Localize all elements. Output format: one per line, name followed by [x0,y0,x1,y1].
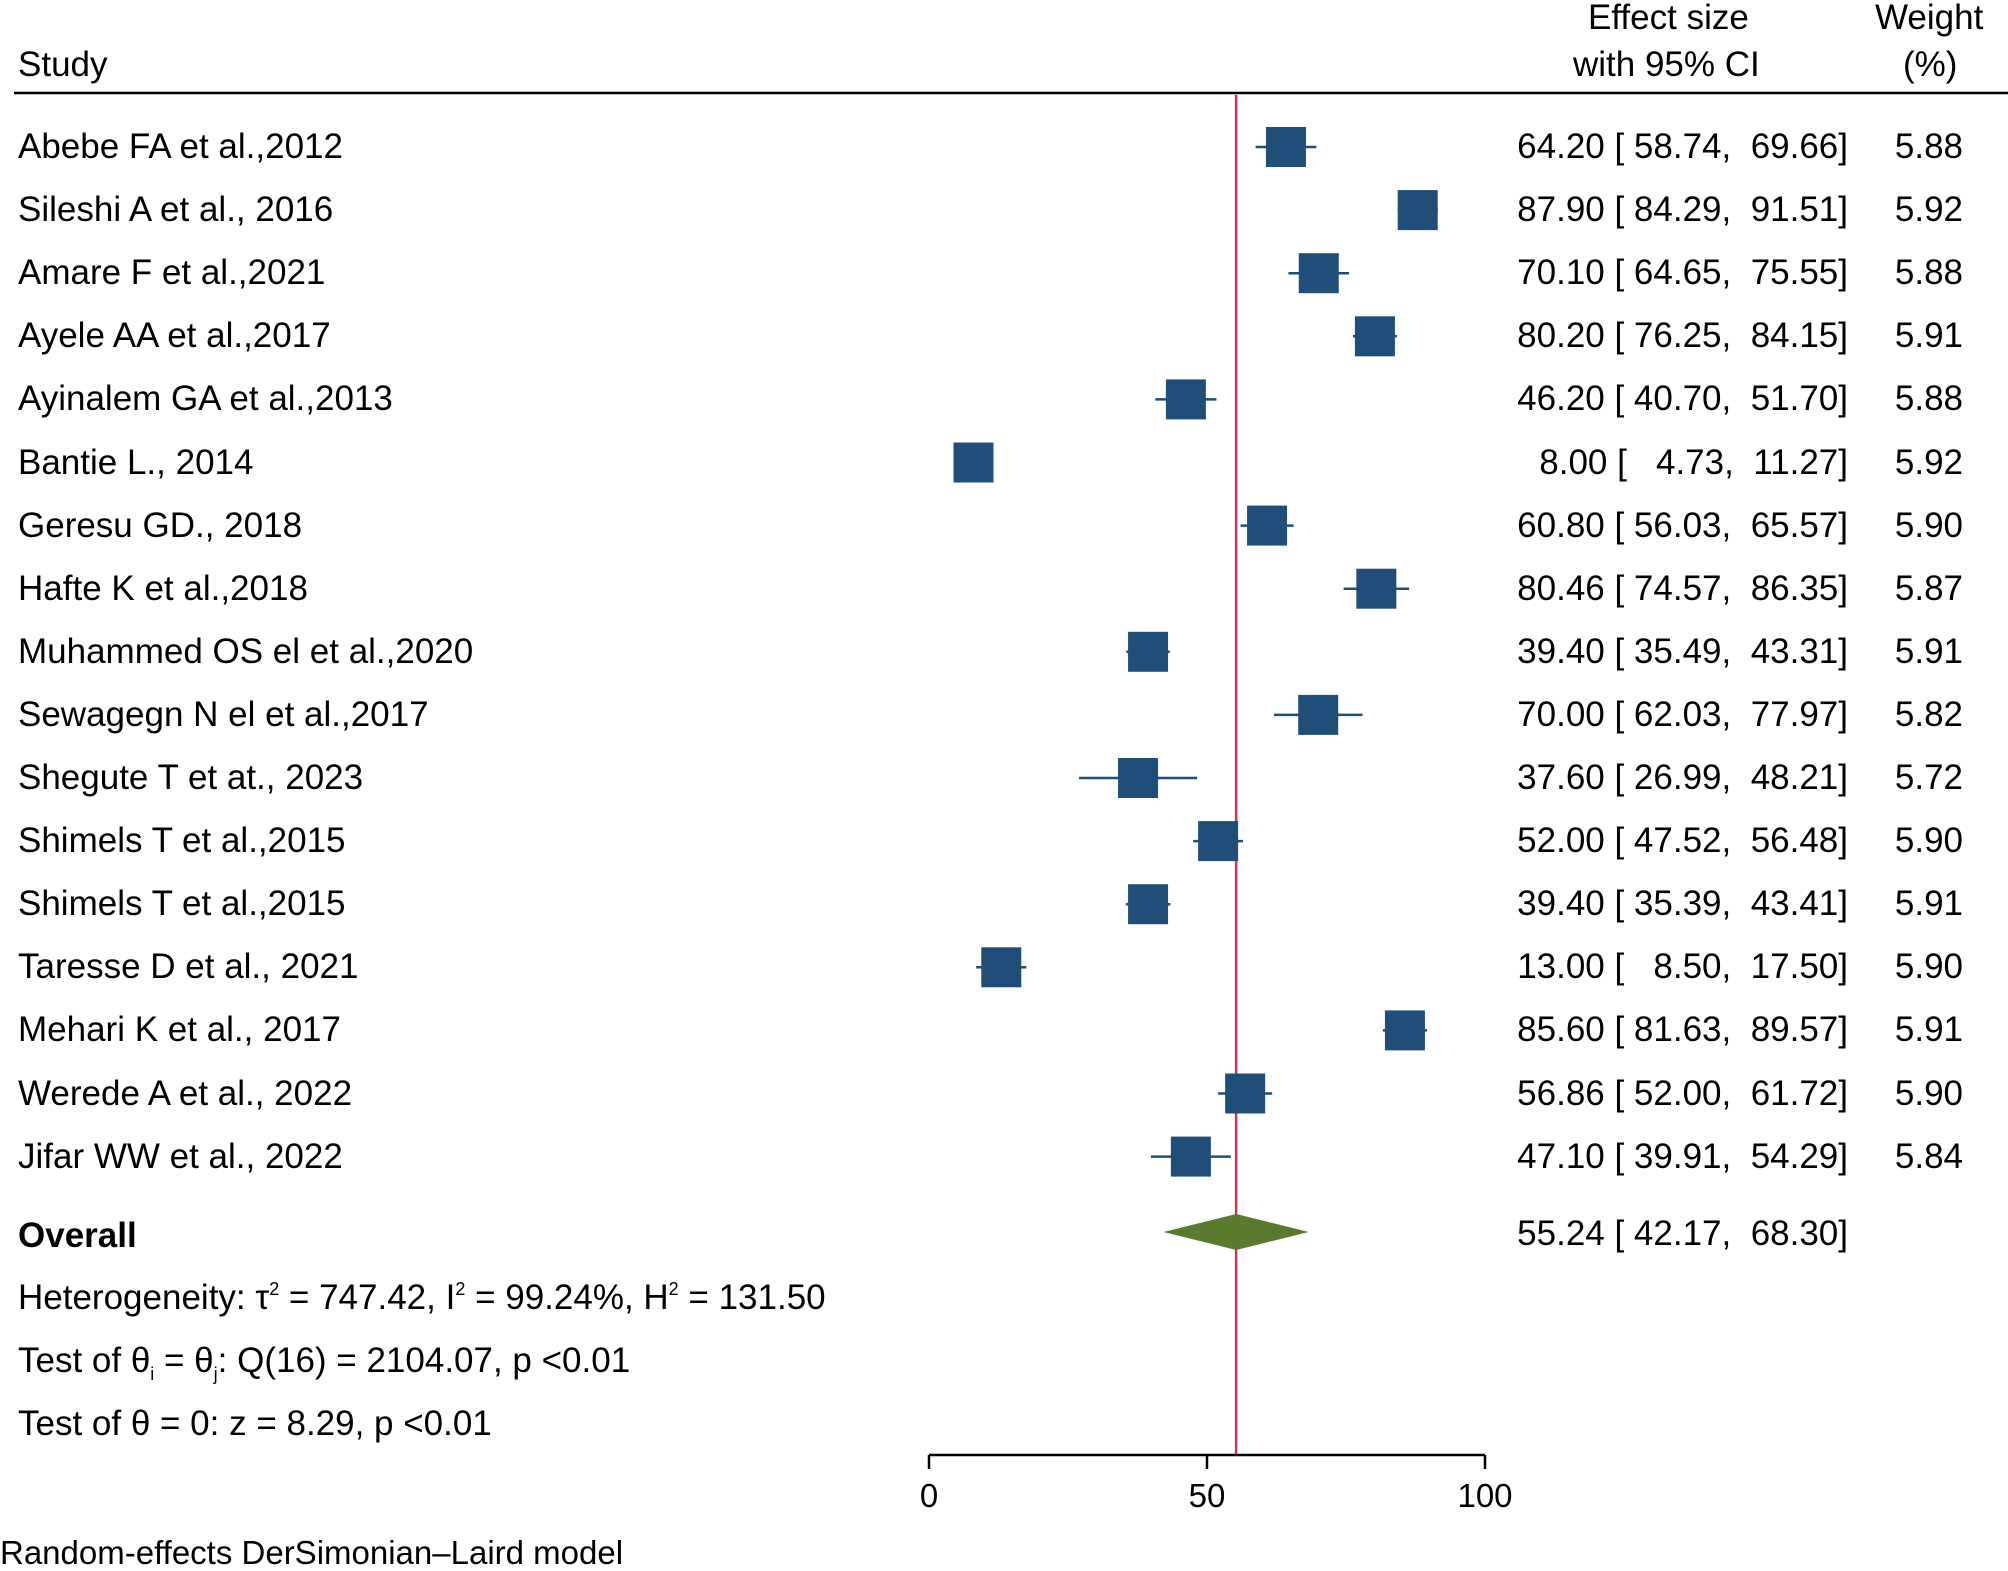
study-marker [1298,694,1339,735]
study-effect-size: 39.40 [ 35.39, 43.41] [1517,884,1848,924]
study-marker [1128,884,1169,925]
study-effect-size: 87.90 [ 84.29, 91.51] [1517,190,1848,230]
study-effect-size: 47.10 [ 39.91, 54.29] [1517,1136,1848,1176]
study-name: Sewagegn N el et al.,2017 [18,694,429,734]
study-weight: 5.88 [1894,379,1963,419]
x-axis-tick-label: 0 [920,1477,938,1514]
study-marker [981,947,1022,988]
study-effect-size: 85.60 [ 81.63, 89.57] [1517,1010,1848,1050]
overall-diamond [1163,1214,1309,1250]
study-weight: 5.84 [1894,1136,1963,1176]
study-name: Ayinalem GA et al.,2013 [18,379,393,419]
header-weight-line2: (%) [1903,45,1958,84]
study-effect-size: 39.40 [ 35.49, 43.31] [1517,631,1848,671]
study-weight: 5.90 [1894,505,1963,545]
study-weight: 5.87 [1894,568,1963,608]
study-weight: 5.90 [1894,947,1963,987]
study-effect-size: 60.80 [ 56.03, 65.57] [1517,505,1848,545]
test-theta-zero-stat: Test of θ = 0: z = 8.29, p <0.01 [18,1404,492,1443]
study-marker [1265,127,1306,167]
study-weight: 5.88 [1894,253,1963,293]
study-effect-size: 13.00 [ 8.50, 17.50] [1517,947,1848,987]
study-name: Jifar WW et al., 2022 [18,1136,343,1176]
study-name: Mehari K et al., 2017 [18,1010,341,1050]
study-name: Amare F et al.,2021 [18,253,326,293]
study-name: Ayele AA et al.,2017 [18,316,331,356]
study-weight: 5.92 [1894,190,1963,230]
study-effect-size: 46.20 [ 40.70, 51.70] [1517,379,1848,419]
study-marker [1354,316,1395,357]
study-name: Shimels T et al.,2015 [18,821,346,861]
header-effect-size-line1: Effect size [1588,0,1749,37]
study-marker [1118,758,1159,798]
study-effect-size: 80.46 [ 74.57, 86.35] [1517,568,1848,608]
study-effect-size: 8.00 [ 4.73, 11.27] [1539,442,1848,482]
study-name: Geresu GD., 2018 [18,505,303,545]
study-name: Shimels T et al.,2015 [18,884,346,924]
study-marker [1170,1136,1211,1177]
heterogeneity-stat: Heterogeneity: τ2 = 747.42, I2 = 99.24%,… [18,1278,826,1317]
study-marker [1165,379,1206,420]
study-effect-size: 70.00 [ 62.03, 77.97] [1517,694,1848,734]
study-marker [1128,631,1169,672]
overall-effect-size: 55.24 [ 42.17, 68.30] [1517,1214,1848,1253]
study-effect-size: 80.20 [ 76.25, 84.15] [1517,316,1848,356]
study-weight: 5.91 [1894,631,1963,671]
study-weight: 5.91 [1894,316,1963,356]
study-effect-size: 64.20 [ 58.74, 69.66] [1517,127,1848,166]
study-weight: 5.88 [1894,127,1963,166]
test-theta-i-stat: Test of θi = θj: Q(16) = 2104.07, p <0.0… [18,1341,631,1384]
study-marker [1298,253,1339,294]
study-name: Sileshi A et al., 2016 [18,190,334,230]
study-marker [1356,568,1397,609]
study-effect-size: 70.10 [ 64.65, 75.55] [1517,253,1848,293]
study-marker [1198,821,1239,862]
x-axis-tick-label: 50 [1189,1477,1226,1514]
study-weight: 5.90 [1894,1073,1963,1113]
study-effect-size: 52.00 [ 47.52, 56.48] [1517,821,1848,861]
x-axis-tick-label: 100 [1457,1477,1512,1514]
study-weight: 5.72 [1894,758,1963,797]
study-name: Werede A et al., 2022 [18,1073,353,1113]
study-weight: 5.91 [1894,1010,1963,1050]
study-name: Bantie L., 2014 [18,442,254,482]
model-footnote: Random-effects DerSimonian–Laird model [0,1534,624,1571]
study-name: Hafte K et al.,2018 [18,568,308,608]
header-effect-size-line2: with 95% CI [1573,45,1760,84]
study-marker [953,442,994,483]
overall-label: Overall [18,1216,137,1255]
study-weight: 5.92 [1894,442,1963,482]
study-marker [1247,505,1288,546]
study-marker [1384,1010,1425,1051]
study-marker [1225,1073,1266,1114]
study-weight: 5.82 [1894,694,1963,734]
header-weight-line1: Weight [1875,0,1984,37]
study-weight: 5.91 [1894,884,1963,924]
study-effect-size: 56.86 [ 52.00, 61.72] [1517,1073,1848,1113]
study-name: Abebe FA et al.,2012 [18,127,343,166]
study-effect-size: 37.60 [ 26.99, 48.21] [1517,758,1848,797]
study-marker [1397,190,1438,231]
header-study: Study [18,45,108,84]
study-name: Muhammed OS el et al.,2020 [18,631,474,671]
study-name: Shegute T et at., 2023 [18,758,364,797]
study-name: Taresse D et al., 2021 [18,947,359,987]
study-weight: 5.90 [1894,821,1963,861]
